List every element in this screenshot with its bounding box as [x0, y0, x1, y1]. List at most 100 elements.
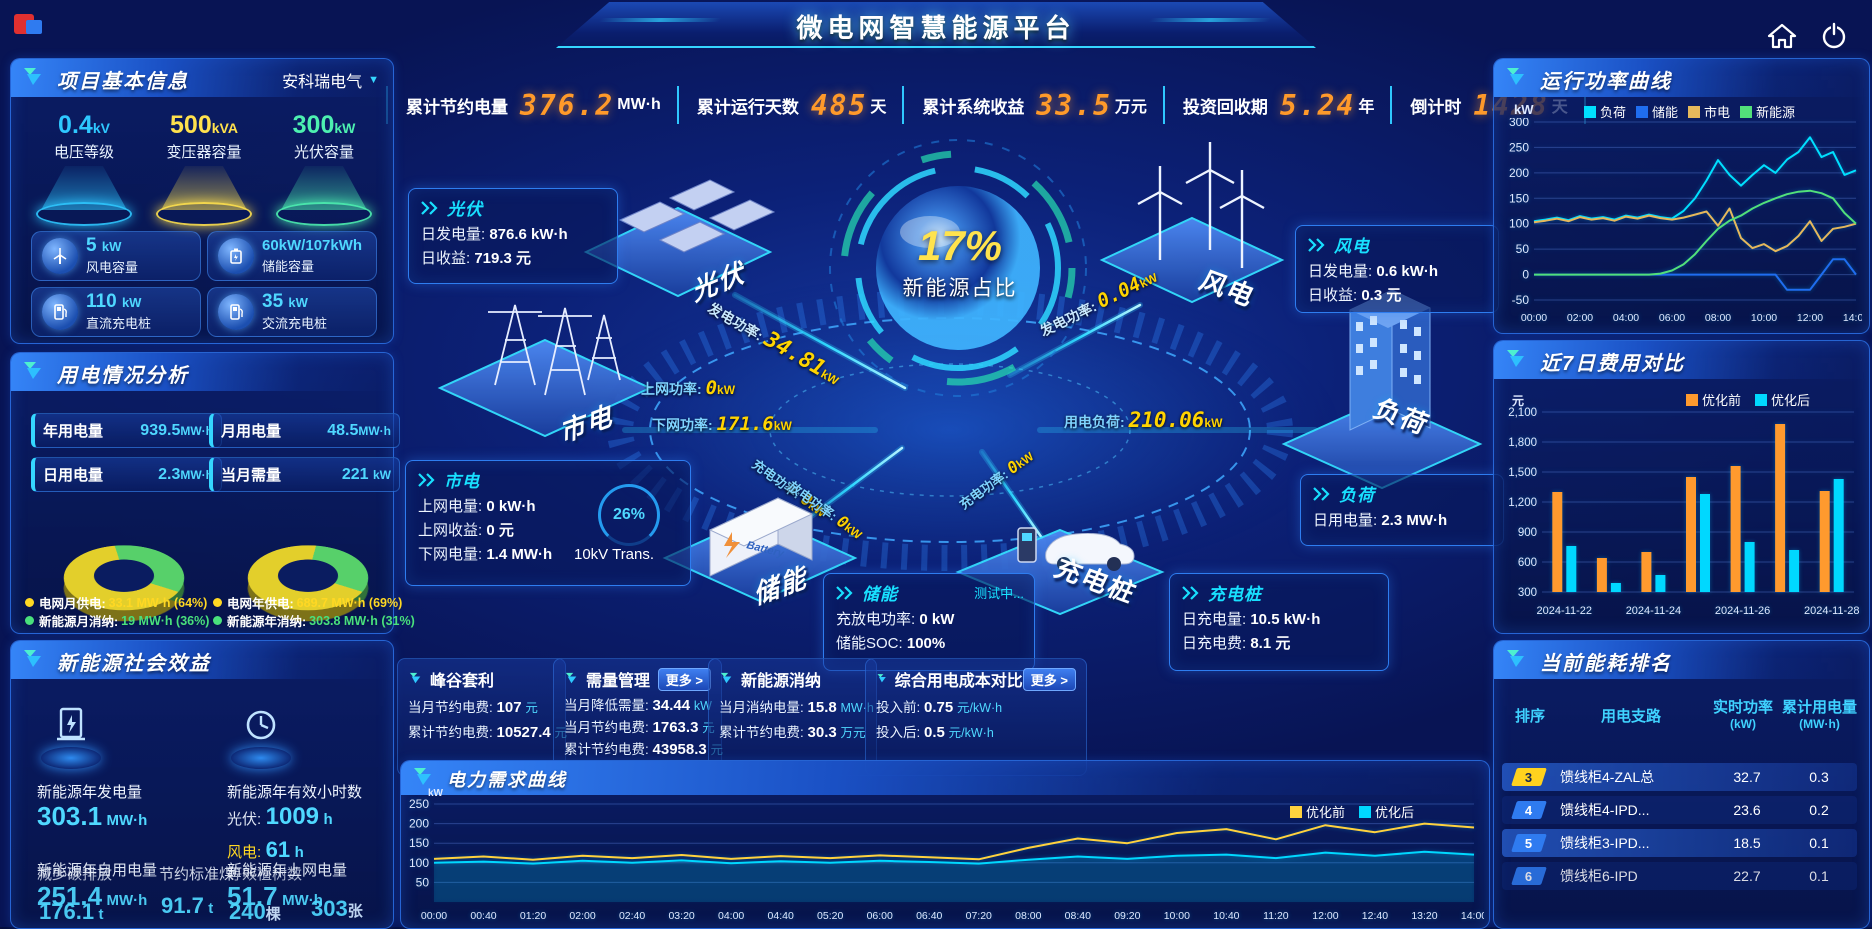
- legend-swatch: [1688, 106, 1700, 118]
- card-renewable-consumption: 新能源消纳 当月消纳电量: 15.8 MW·h 累计节约电费: 30.3 万元: [708, 658, 877, 776]
- double-chevron-icon: [1308, 238, 1328, 252]
- rank-row-1[interactable]: 4 馈线柜4-IPD... 23.6 0.2: [1502, 796, 1857, 824]
- rank-badge-2: 5: [1511, 834, 1547, 852]
- svg-text:12:00: 12:00: [1797, 312, 1823, 324]
- rank-row-0[interactable]: 3 馈线柜4-ZAL总 32.7 0.3: [1502, 763, 1857, 791]
- cone-base: [36, 202, 132, 226]
- tree-value: 240棵: [229, 899, 281, 925]
- svg-text:02:00: 02:00: [569, 910, 595, 922]
- legend-value: 19 MW·h (36%): [121, 614, 209, 628]
- double-chevron-icon: [1313, 487, 1333, 501]
- card-row: 当月节约电费: 107 元: [408, 696, 555, 716]
- svg-text:1,200: 1,200: [1508, 497, 1537, 509]
- donut-hole: [93, 560, 156, 592]
- gen-value: 303.1 MW·h: [37, 801, 147, 832]
- cone-unit: kVA: [212, 120, 238, 136]
- cert-value: 303张: [311, 896, 363, 922]
- page-title: 微电网智慧能源平台: [0, 8, 1872, 45]
- svg-text:09:20: 09:20: [1114, 910, 1140, 922]
- col-header-energy: 累计用电量 (MW·h): [1780, 699, 1859, 733]
- svg-text:2024-11-24: 2024-11-24: [1626, 605, 1681, 617]
- rank-rows-container: 3 馈线柜4-ZAL总 32.7 0.3 4 馈线柜4-IPD... 23.6 …: [1502, 763, 1861, 921]
- card-peak-valley: 峰谷套利 当月节约电费: 107 元 累计节约电费: 10527.4 元: [397, 658, 566, 776]
- info-line: 日充电量: 10.5 kW·h: [1182, 608, 1378, 629]
- legend-label: 电网月供电:: [39, 593, 106, 612]
- svg-text:12:40: 12:40: [1362, 910, 1388, 922]
- svg-text:04:40: 04:40: [768, 910, 794, 922]
- svg-text:07:20: 07:20: [966, 910, 992, 922]
- rank-row-2[interactable]: 5 馈线柜3-IPD... 18.5 0.1: [1502, 829, 1857, 857]
- card-title: 综合用电成本对比: [895, 667, 1023, 691]
- company-dropdown[interactable]: 安科瑞电气 ▼: [282, 68, 379, 92]
- capsule-label: 交流充电桩: [262, 316, 327, 331]
- pedestal-glow: [231, 747, 291, 769]
- card-row: 累计节约电费: 30.3 万元: [719, 721, 866, 741]
- panel-social-benefit: 新能源社会效益 新能源年发电量 303.1 MW·h 新能源年有效小时数 光伏:…: [10, 640, 394, 929]
- gen-label: 新能源年发电量: [37, 781, 142, 802]
- svg-text:200: 200: [1509, 166, 1529, 180]
- svg-text:10:00: 10:00: [1751, 312, 1777, 324]
- total-energy: 0.3: [1782, 769, 1856, 785]
- card-corner-icon: [564, 671, 580, 687]
- transformer-load-gauge: 26%: [598, 484, 660, 546]
- gauge-value: 26%: [613, 506, 645, 524]
- run-power-chart: 300250200150100500-5000:00 02:00 04:00 06:0…: [1498, 118, 1862, 326]
- svg-text:13:20: 13:20: [1411, 910, 1437, 922]
- panel-corner-icon: [21, 359, 47, 385]
- card-row: 投入前: 0.75 元/kW·h: [876, 696, 1076, 716]
- capsule-unit: kW: [288, 295, 308, 310]
- double-chevron-icon: [418, 473, 438, 487]
- cost-compare-chart: 2,1001,8001,5001,2009006003002024-11-22 2…: [1498, 404, 1862, 622]
- rank-row-3[interactable]: 6 馈线柜6-IPD 22.7 0.1: [1502, 862, 1857, 890]
- stat-year-energy: 年用电量 939.5MW·h: [31, 413, 222, 448]
- panel-title: 项目基本信息: [57, 65, 189, 94]
- stat-label: 当月需量: [221, 464, 281, 485]
- legend-swatch: [1740, 106, 1752, 118]
- home-icon[interactable]: [1766, 20, 1798, 52]
- realtime-power: 18.5: [1712, 835, 1782, 851]
- info-line: 储能SOC: 100%: [836, 632, 1024, 653]
- more-button[interactable]: 更多 >: [1023, 668, 1076, 691]
- svg-text:12:00: 12:00: [1312, 910, 1338, 922]
- card-demand-mgmt: 需量管理 更多 > 当月降低需量: 34.44 kW 当月节约电费: 1763.3…: [553, 658, 722, 776]
- branch-name: 馈线柜3-IPD...: [1560, 833, 1712, 853]
- panel-header: 运行功率曲线: [1494, 59, 1869, 97]
- panel-corner-icon: [21, 647, 47, 673]
- svg-text:250: 250: [409, 798, 429, 811]
- col-header-rank: 排序: [1504, 699, 1556, 733]
- svg-text:300: 300: [1509, 118, 1529, 129]
- capsule-unit: kW: [122, 295, 142, 310]
- panel-title: 当前能耗排名: [1540, 647, 1672, 676]
- info-box-title: 储能: [862, 580, 898, 605]
- svg-text:100: 100: [1509, 217, 1529, 231]
- battery-icon: [218, 238, 254, 274]
- capsule-value: 110: [86, 291, 117, 312]
- total-energy: 0.2: [1782, 802, 1856, 818]
- power-icon[interactable]: [1818, 20, 1850, 52]
- legend-swatch: [1636, 106, 1648, 118]
- capsule-label: 直流充电桩: [86, 316, 151, 331]
- svg-text:10:40: 10:40: [1213, 910, 1239, 922]
- svg-text:14:00: 14:00: [1461, 910, 1484, 922]
- card-row: 累计节约电费: 10527.4 元: [408, 721, 555, 741]
- charger-icon: [218, 294, 254, 330]
- capsule-label: 风电容量: [86, 260, 138, 275]
- svg-text:2024-11-22: 2024-11-22: [1537, 605, 1592, 617]
- card-row: 当月消纳电量: 15.8 MW·h: [719, 696, 866, 716]
- wind-info-box: 风电 日发电量: 0.6 kW·h 日收益: 0.3 元: [1295, 225, 1499, 313]
- flow-from-grid: 下网功率: 171.6kW: [652, 413, 792, 435]
- capsule-label: 储能容量: [262, 259, 314, 274]
- panel-title: 电力需求曲线: [447, 766, 567, 792]
- charger-info-box: 充电桩 日充电量: 10.5 kW·h 日充电费: 8.1 元: [1169, 573, 1389, 671]
- info-box-title: 充电桩: [1208, 580, 1262, 605]
- cone-base: [156, 202, 252, 226]
- more-button[interactable]: 更多 >: [658, 668, 711, 691]
- svg-text:03:20: 03:20: [668, 910, 694, 922]
- capsule-dc-charger: 110 kW 直流充电桩: [31, 287, 201, 337]
- svg-text:100: 100: [409, 856, 429, 870]
- capsule-value: 5: [86, 235, 97, 256]
- renewable-percent: 17% 新能源占比: [880, 222, 1040, 302]
- svg-text:05:20: 05:20: [817, 910, 843, 922]
- panel-title: 近7日费用对比: [1540, 347, 1685, 376]
- info-box-title: 风电: [1334, 232, 1370, 257]
